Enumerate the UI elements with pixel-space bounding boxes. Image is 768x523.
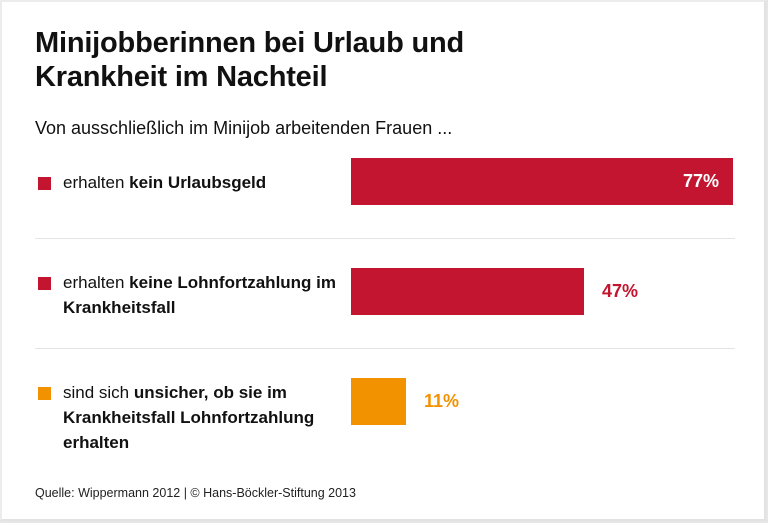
category-label-emphasis: keine Lohnfortzahlung im Krankheitsfall: [63, 273, 337, 317]
value-label: 77%: [683, 171, 720, 191]
legend-swatch: [38, 387, 51, 400]
category-label-prefix: erhalten: [63, 273, 130, 292]
bar: [351, 268, 584, 315]
category-label-prefix: sind sich: [63, 383, 134, 402]
category-label: erhalten keine Lohnfortzahlung im Krankh…: [63, 270, 348, 320]
value-label: 11%: [424, 391, 460, 411]
value-label: 47%: [602, 281, 639, 301]
legend-swatch: [38, 177, 51, 190]
row-divider: [35, 238, 735, 239]
row-divider: [35, 348, 735, 349]
source-note: Quelle: Wippermann 2012 | © Hans-Böckler…: [35, 486, 356, 500]
chart-title: Minijobberinnen bei Urlaub und Krankheit…: [35, 26, 464, 94]
category-label-emphasis: kein Urlaubsgeld: [129, 173, 267, 192]
category-label-emphasis: unsicher, ob sie im Krankheitsfall Lohnf…: [63, 383, 315, 452]
legend-swatch: [38, 277, 51, 290]
category-label: erhalten kein Urlaubsgeld: [63, 170, 363, 195]
title-line-1: Minijobberinnen bei Urlaub und: [35, 27, 464, 59]
title-line-2: Krankheit im Nachteil: [35, 61, 328, 93]
category-label: sind sich unsicher, ob sie im Krankheits…: [63, 380, 348, 455]
chart-subtitle: Von ausschließlich im Minijob arbeitende…: [35, 118, 453, 138]
bar: [351, 378, 406, 425]
category-label-prefix: erhalten: [63, 173, 130, 192]
bar: [351, 158, 733, 205]
